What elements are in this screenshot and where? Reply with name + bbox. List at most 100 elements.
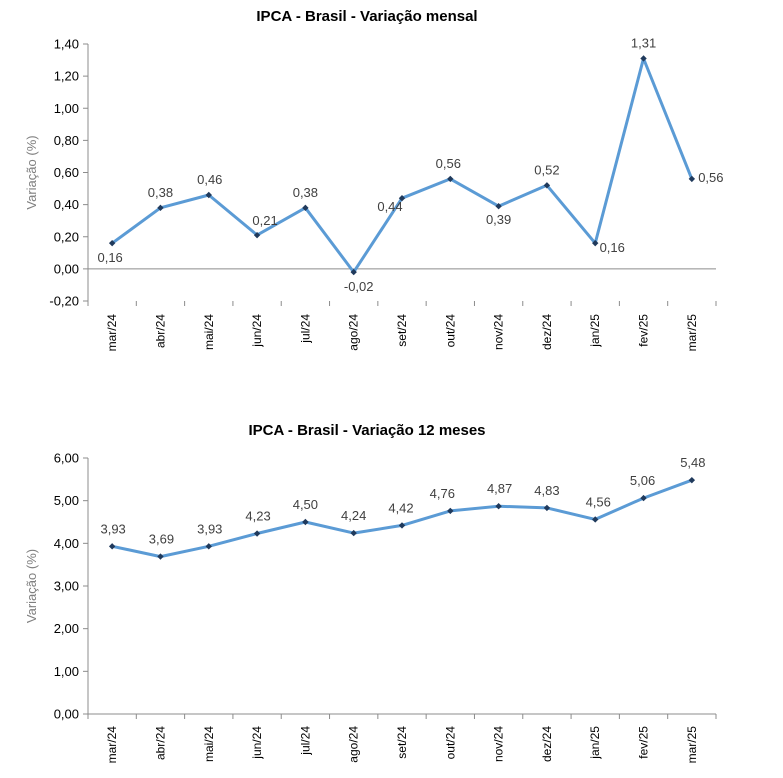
x-tick-label: nov/24 — [492, 726, 506, 762]
x-tick-label: out/24 — [443, 314, 457, 348]
data-point — [253, 530, 261, 537]
x-tick-label: fev/25 — [637, 314, 651, 347]
x-tick-label: mar/24 — [105, 726, 119, 764]
y-tick-label: 2,00 — [54, 621, 79, 636]
x-tick-label: jul/24 — [298, 726, 312, 756]
x-tick-label: out/24 — [443, 726, 457, 760]
data-point — [157, 204, 164, 212]
data-label: 0,16 — [97, 250, 122, 265]
data-label: 4,23 — [245, 509, 270, 524]
y-tick-label: 5,00 — [54, 493, 79, 508]
y-tick-label: 1,00 — [54, 664, 79, 679]
y-tick-label: 1,00 — [54, 101, 79, 116]
x-tick-label: jun/24 — [250, 314, 264, 348]
data-label: 0,38 — [293, 185, 318, 200]
x-tick-label: jan/25 — [588, 314, 602, 348]
y-tick-label: 3,00 — [54, 579, 79, 594]
data-point — [640, 494, 647, 502]
data-label: 4,24 — [341, 508, 366, 523]
data-point — [302, 204, 309, 212]
data-point — [302, 518, 309, 526]
y-tick-label: 0,40 — [54, 197, 79, 212]
data-point — [157, 553, 164, 560]
data-point — [592, 239, 599, 247]
x-tick-label: ago/24 — [347, 314, 361, 351]
x-tick-label: jan/25 — [588, 726, 602, 760]
data-point — [447, 507, 454, 515]
y-tick-label: -0,20 — [49, 294, 79, 309]
data-label: 3,93 — [197, 521, 222, 536]
x-tick-label: set/24 — [395, 314, 409, 347]
y-tick-label: 0,20 — [54, 229, 79, 244]
data-point — [640, 55, 647, 62]
x-tick-label: mar/24 — [105, 314, 119, 352]
data-label: -0,02 — [344, 279, 374, 294]
y-tick-label: 4,00 — [54, 536, 79, 551]
x-tick-label: mar/25 — [685, 726, 699, 764]
x-tick-label: dez/24 — [540, 726, 554, 762]
data-point — [543, 182, 551, 189]
chart-title: IPCA - Brasil - Variação 12 meses — [248, 422, 485, 439]
x-tick-label: jul/24 — [298, 314, 312, 344]
data-label: 0,16 — [600, 240, 625, 255]
series-line — [111, 478, 693, 559]
data-label: 3,93 — [100, 521, 125, 536]
data-label: 4,56 — [586, 494, 611, 509]
data-point — [447, 175, 454, 183]
x-tick-label: nov/24 — [492, 314, 506, 350]
y-tick-label: 0,00 — [54, 261, 79, 276]
data-point — [688, 175, 696, 183]
x-tick-label: dez/24 — [540, 314, 554, 350]
y-axis-label: Variação (%) — [24, 549, 39, 623]
data-point — [495, 203, 502, 210]
data-label: 0,39 — [486, 212, 511, 227]
x-tick-label: set/24 — [395, 726, 409, 759]
y-tick-label: 1,40 — [54, 37, 79, 52]
x-tick-label: fev/25 — [637, 726, 651, 759]
data-label: 1,31 — [631, 35, 656, 50]
y-tick-label: 1,20 — [54, 69, 79, 84]
data-point — [350, 529, 357, 537]
data-point — [543, 504, 551, 512]
data-label: 5,48 — [680, 455, 705, 470]
chart-title: IPCA - Brasil - Variação mensal — [256, 8, 477, 25]
y-tick-label: 0,60 — [54, 165, 79, 180]
data-label: 0,38 — [148, 185, 173, 200]
x-tick-label: ago/24 — [347, 726, 361, 763]
data-label: 0,44 — [377, 199, 402, 214]
x-tick-label: abr/24 — [153, 726, 167, 760]
data-point — [592, 516, 599, 523]
data-label: 4,87 — [487, 481, 512, 496]
x-tick-label: jun/24 — [250, 726, 264, 760]
chart-12-month-variation: IPCA - Brasil - Variação 12 meses Variaçã… — [24, 422, 717, 764]
x-tick-label: mai/24 — [202, 314, 216, 350]
x-tick-label: mar/25 — [685, 314, 699, 352]
data-label: 5,06 — [630, 473, 655, 488]
data-point — [495, 503, 502, 510]
data-point — [205, 543, 212, 550]
x-tick-label: abr/24 — [153, 314, 167, 348]
data-label: 4,76 — [430, 486, 455, 501]
data-point — [108, 239, 116, 247]
data-label: 4,50 — [293, 497, 318, 512]
data-label: 0,21 — [252, 213, 277, 228]
data-point — [253, 231, 261, 239]
data-point — [205, 191, 212, 199]
y-tick-label: 0,00 — [54, 707, 79, 722]
data-label: 4,83 — [534, 483, 559, 498]
data-point — [398, 522, 406, 529]
x-tick-label: mai/24 — [202, 726, 216, 762]
data-point — [688, 476, 696, 484]
data-label: 0,56 — [698, 170, 723, 185]
chart-monthly-variation: IPCA - Brasil - Variação mensal Variação … — [24, 8, 724, 352]
data-label: 0,46 — [197, 172, 222, 187]
y-axis-label: Variação (%) — [24, 135, 39, 209]
data-point — [350, 268, 357, 276]
data-label: 4,42 — [388, 500, 413, 515]
y-tick-label: 6,00 — [54, 451, 79, 466]
data-point — [398, 195, 406, 202]
y-tick-label: 0,80 — [54, 133, 79, 148]
data-label: 3,69 — [149, 532, 174, 547]
data-point — [108, 543, 116, 550]
